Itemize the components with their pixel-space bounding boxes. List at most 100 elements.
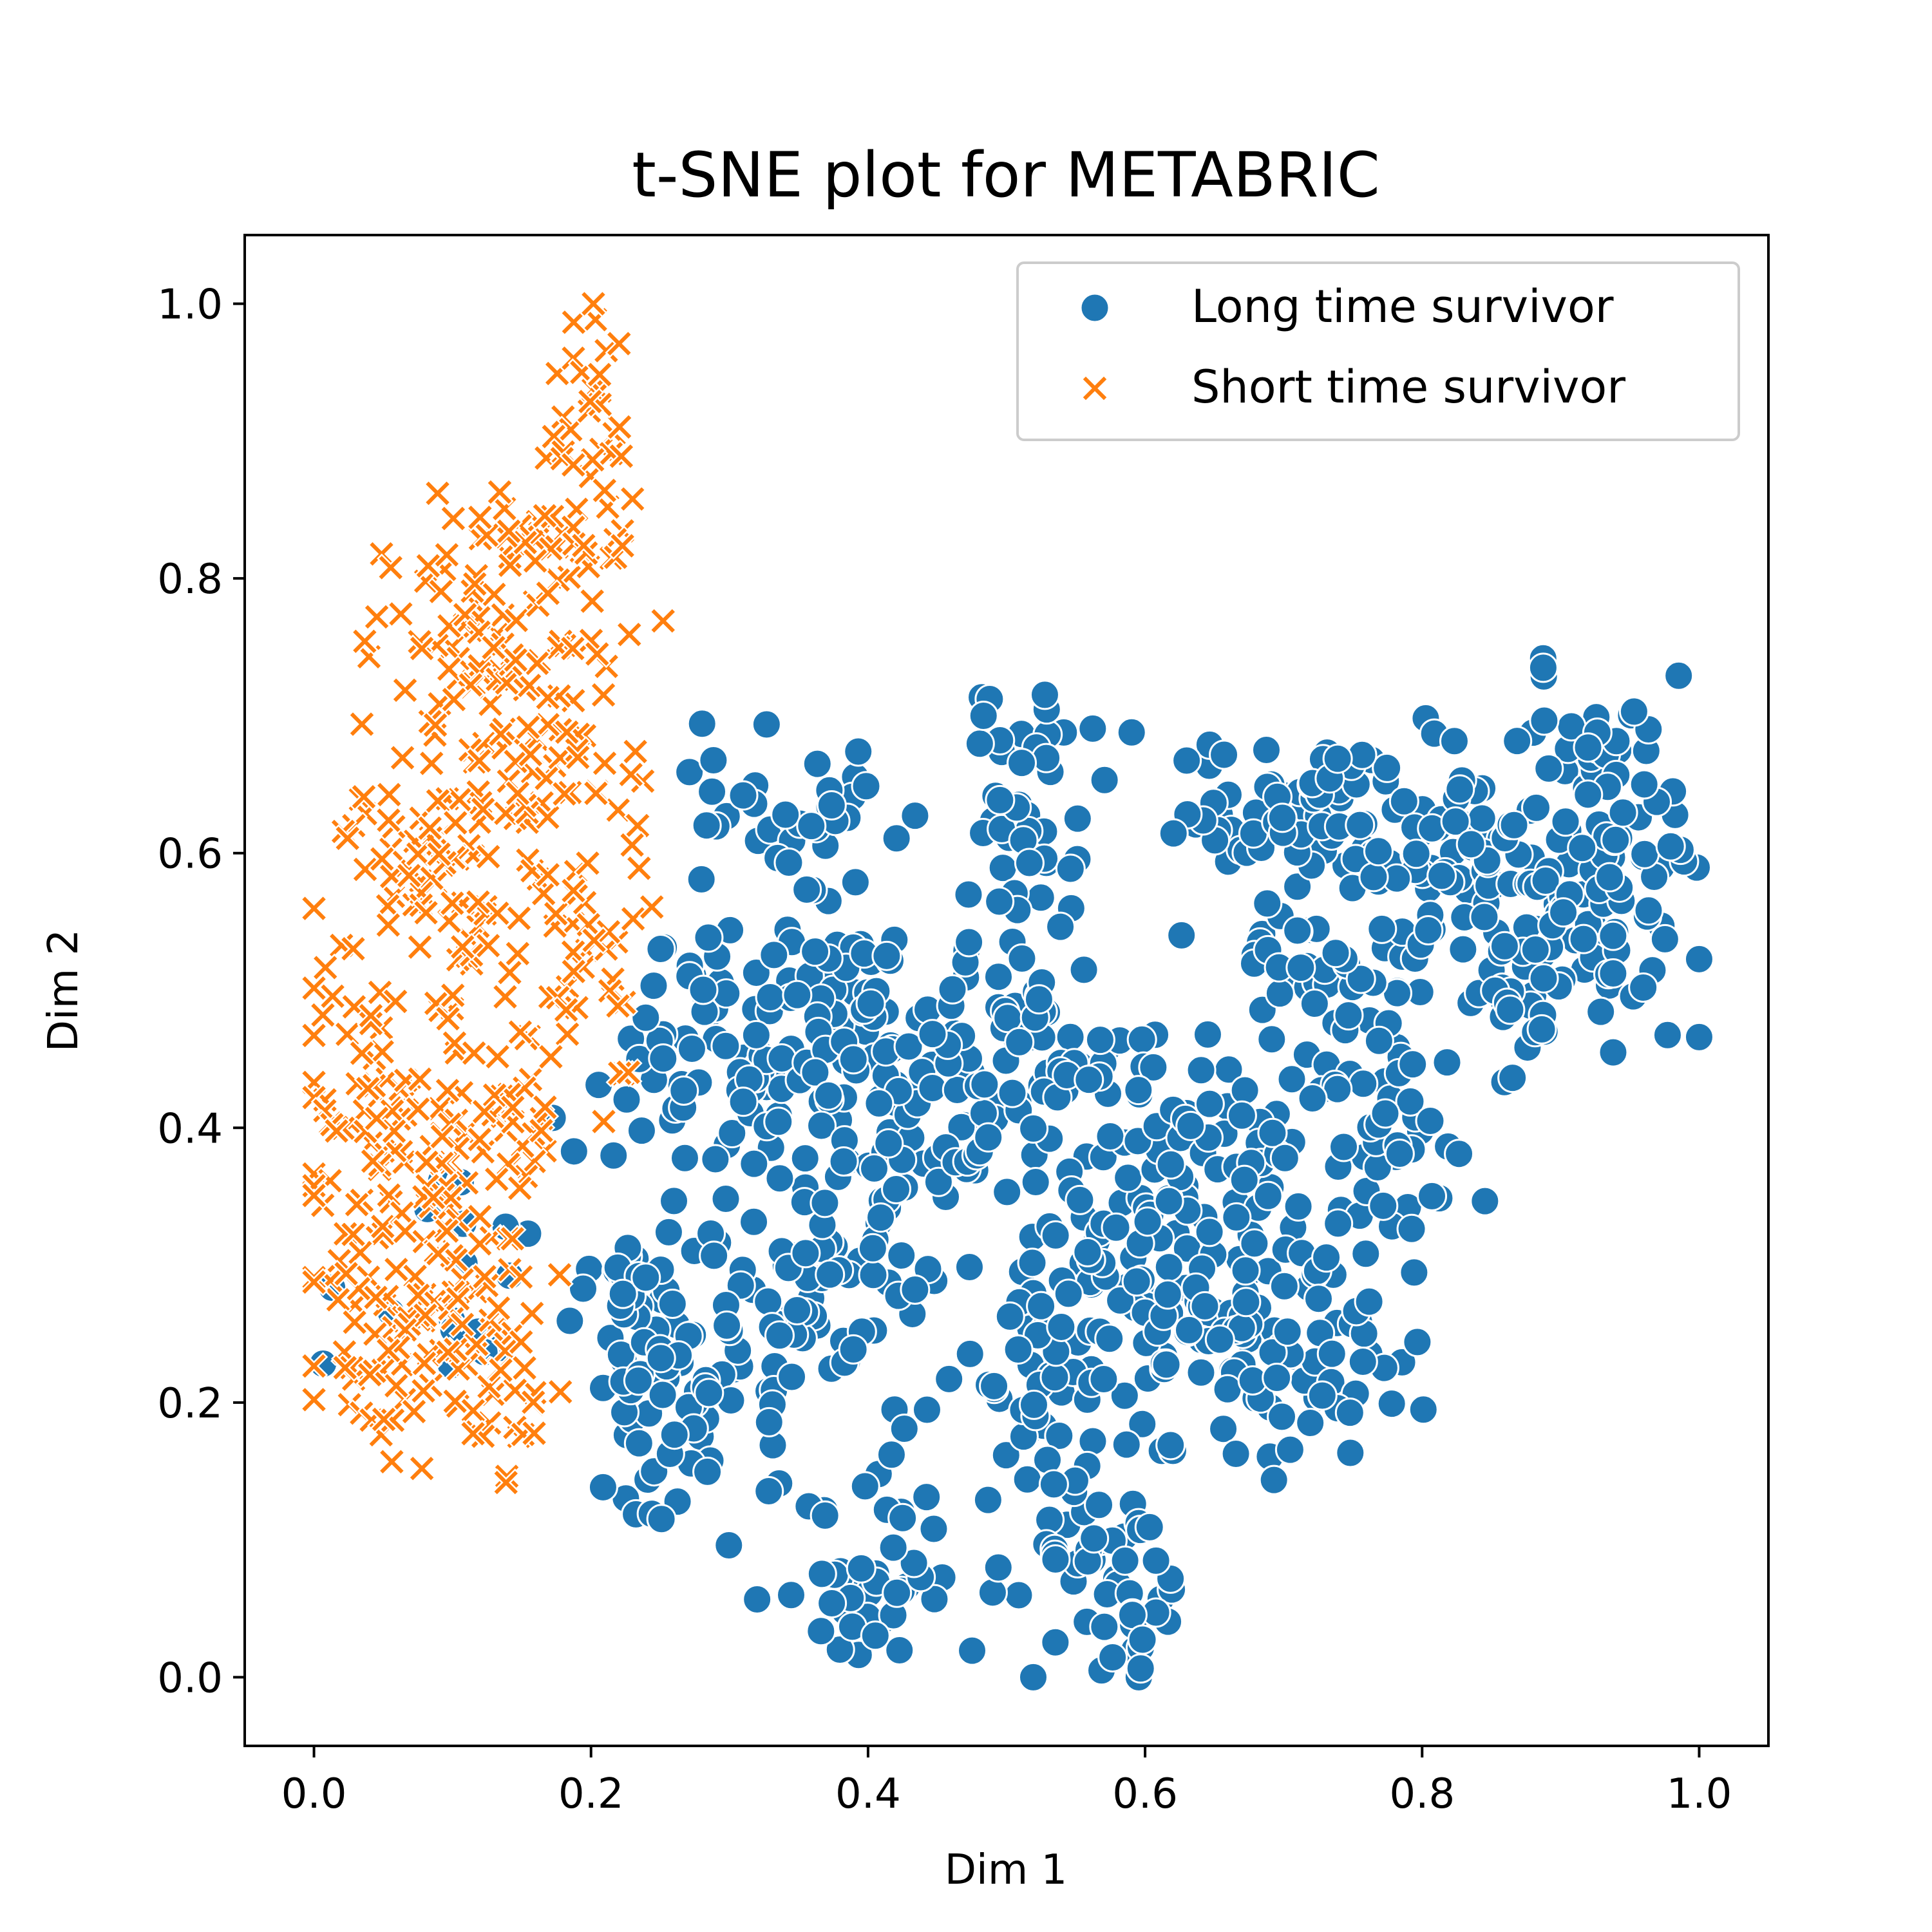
- long-time-survivor-point: [1274, 1434, 1305, 1465]
- short-time-survivor-point: [408, 634, 436, 663]
- short-time-survivor-point: [299, 894, 328, 923]
- short-time-survivor-point: [502, 646, 530, 674]
- plot-frame: [243, 234, 1770, 1747]
- long-time-survivor-point: [598, 1140, 629, 1171]
- short-time-survivor-point: [504, 940, 532, 968]
- short-time-survivor-point: [386, 600, 415, 629]
- short-time-survivor-point: [553, 718, 582, 746]
- long-time-survivor-point: [698, 744, 729, 775]
- short-time-survivor-point: [427, 577, 455, 606]
- short-time-survivor-point: [406, 933, 434, 961]
- short-time-survivor-point: [504, 779, 532, 808]
- long-time-survivor-point: [851, 771, 882, 802]
- long-time-survivor-point: [773, 848, 804, 878]
- long-time-survivor-point: [816, 790, 847, 821]
- long-time-survivor-point: [810, 1500, 840, 1531]
- long-time-survivor-point: [917, 1019, 948, 1050]
- long-time-survivor-point: [1123, 1075, 1154, 1106]
- long-time-survivor-point: [871, 940, 902, 971]
- long-time-survivor-point: [1440, 806, 1471, 837]
- short-time-survivor-point: [506, 1174, 534, 1202]
- long-time-survivor-point: [1573, 732, 1604, 763]
- short-time-survivor-point: [324, 1285, 352, 1314]
- long-time-survivor-point: [659, 1419, 690, 1450]
- long-time-survivor-point: [1127, 1624, 1158, 1655]
- short-time-survivor-point: [440, 685, 468, 714]
- legend-circle-marker: [1079, 292, 1110, 323]
- long-time-survivor-point: [858, 1153, 889, 1184]
- short-time-survivor-point: [553, 1020, 582, 1048]
- long-time-survivor-point: [817, 1588, 848, 1619]
- long-time-survivor-point: [1127, 1408, 1158, 1439]
- long-time-survivor-point: [881, 1173, 912, 1204]
- short-time-survivor-point: [520, 1419, 549, 1448]
- short-time-survivor-point: [649, 607, 677, 635]
- long-time-survivor-point: [659, 1186, 690, 1217]
- short-time-survivor-point: [348, 1039, 376, 1068]
- short-time-survivor-point: [583, 639, 612, 668]
- long-time-survivor-point: [1432, 1047, 1463, 1078]
- long-time-survivor-point: [1158, 818, 1189, 849]
- long-time-survivor-point: [1466, 803, 1497, 834]
- long-time-survivor-point: [1018, 1389, 1049, 1420]
- long-time-survivor-point: [1230, 1255, 1261, 1286]
- long-time-survivor-point: [1079, 1523, 1110, 1554]
- long-time-survivor-point: [1469, 902, 1500, 933]
- short-time-survivor-point: [569, 531, 598, 560]
- legend: Long time survivor Short time survivor: [1016, 261, 1740, 441]
- long-time-survivor-point: [1012, 1464, 1043, 1495]
- long-time-survivor-point: [1055, 853, 1086, 884]
- long-time-survivor-point: [686, 864, 717, 895]
- short-time-survivor-point: [615, 620, 644, 649]
- long-time-survivor-point: [1333, 1000, 1364, 1031]
- long-time-survivor-point: [1251, 735, 1282, 766]
- long-time-survivor-point: [1347, 1347, 1378, 1378]
- long-time-survivor-point: [1256, 1024, 1287, 1055]
- long-time-survivor-point: [1649, 923, 1680, 954]
- long-time-survivor-point: [828, 1146, 859, 1177]
- long-time-survivor-point: [1208, 1414, 1239, 1444]
- long-time-survivor-point: [1155, 1430, 1186, 1461]
- long-time-survivor-point: [954, 1251, 985, 1282]
- short-time-survivor-point: [433, 1217, 461, 1245]
- x-tick-label: 1.0: [1667, 1770, 1732, 1818]
- long-time-survivor-point: [1408, 1394, 1439, 1425]
- long-time-survivor-point: [1077, 1426, 1108, 1457]
- short-time-survivor-point: [466, 503, 495, 532]
- long-time-survivor-point: [753, 1476, 784, 1507]
- long-time-survivor-point: [712, 1310, 743, 1341]
- short-time-survivor-point: [332, 1259, 361, 1288]
- long-time-survivor-point: [849, 1471, 880, 1502]
- short-time-survivor-point: [582, 779, 611, 808]
- long-time-survivor-point: [1276, 1064, 1307, 1095]
- long-time-survivor-point: [611, 1084, 642, 1115]
- long-time-survivor-point: [1573, 779, 1604, 810]
- short-time-survivor-point: [355, 1360, 384, 1389]
- short-time-survivor-point: [476, 690, 505, 719]
- long-time-survivor-point: [1396, 1213, 1427, 1244]
- short-time-survivor-point: [484, 1294, 513, 1323]
- long-time-survivor-point: [782, 980, 813, 1010]
- long-time-survivor-point: [1171, 745, 1202, 776]
- short-time-survivor-point: [466, 1202, 494, 1231]
- long-time-survivor-point: [977, 1577, 1008, 1608]
- long-time-survivor-point: [1402, 1327, 1433, 1358]
- long-time-survivor-point: [1186, 1055, 1217, 1086]
- long-time-survivor-point: [800, 936, 831, 967]
- long-time-survivor-point: [878, 1532, 909, 1563]
- short-time-survivor-point: [608, 531, 637, 560]
- long-time-survivor-point: [898, 1548, 929, 1578]
- long-time-survivor-point: [1221, 1202, 1252, 1233]
- long-time-survivor-point: [1186, 1357, 1217, 1388]
- long-time-survivor-point: [1153, 1186, 1184, 1217]
- short-time-survivor-point: [518, 1299, 546, 1328]
- long-time-survivor-point: [676, 1034, 707, 1065]
- long-time-survivor-point: [1652, 1019, 1683, 1050]
- y-axis-label: Dim 2: [40, 929, 88, 1052]
- long-time-survivor-point: [1297, 1083, 1328, 1114]
- long-time-survivor-point: [759, 940, 790, 971]
- long-time-survivor-point: [1520, 934, 1551, 965]
- short-time-survivor-point: [552, 996, 580, 1024]
- short-time-survivor-point: [440, 1028, 469, 1057]
- long-time-survivor-point: [1629, 769, 1660, 800]
